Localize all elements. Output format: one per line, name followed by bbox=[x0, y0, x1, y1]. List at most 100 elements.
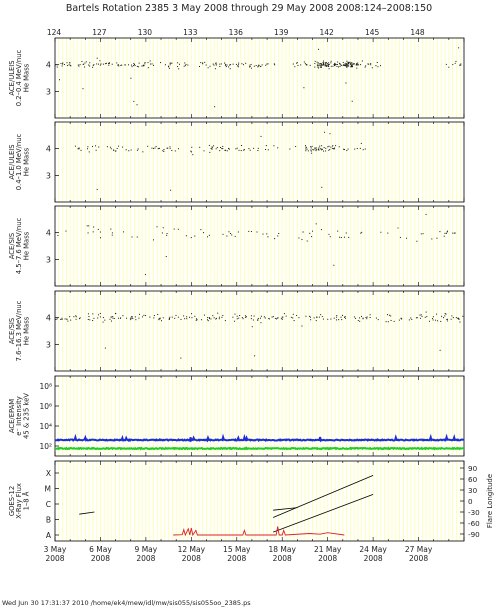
data-point bbox=[399, 236, 401, 238]
data-point bbox=[61, 318, 63, 320]
data-point bbox=[318, 147, 320, 149]
data-point bbox=[325, 150, 327, 152]
data-point bbox=[377, 66, 379, 68]
data-point bbox=[219, 150, 221, 152]
data-point bbox=[274, 64, 276, 66]
data-point bbox=[390, 315, 392, 317]
data-point bbox=[102, 63, 104, 65]
data-point bbox=[322, 60, 324, 62]
ylabel-line: He Mass bbox=[22, 231, 30, 260]
data-point bbox=[158, 318, 160, 320]
data-point bbox=[93, 64, 95, 66]
data-point bbox=[321, 149, 323, 151]
data-point bbox=[79, 317, 81, 319]
data-point bbox=[444, 313, 446, 315]
data-point bbox=[235, 148, 237, 150]
data-point bbox=[106, 146, 108, 148]
data-point bbox=[321, 63, 323, 65]
data-point bbox=[432, 316, 434, 318]
data-point bbox=[147, 62, 149, 64]
data-point bbox=[239, 315, 241, 317]
data-point bbox=[153, 317, 155, 319]
ylabel-line: e⁻ Intensity bbox=[15, 396, 23, 436]
data-point bbox=[208, 234, 210, 236]
ylabel-line: ACE/SIS bbox=[8, 233, 16, 260]
data-point bbox=[387, 232, 389, 234]
data-point bbox=[78, 318, 80, 320]
data-point bbox=[330, 318, 332, 320]
data-point bbox=[166, 234, 168, 236]
data-point bbox=[257, 147, 259, 149]
data-point bbox=[375, 65, 377, 67]
data-point bbox=[265, 148, 267, 150]
data-point bbox=[75, 318, 77, 320]
data-point bbox=[249, 66, 251, 68]
data-point bbox=[460, 64, 462, 66]
data-point bbox=[344, 316, 346, 318]
data-point bbox=[196, 319, 198, 321]
data-point bbox=[168, 317, 170, 319]
panel-grid bbox=[58, 291, 461, 371]
data-point bbox=[323, 63, 325, 65]
date-tick-day: 3 May bbox=[44, 545, 67, 554]
data-point bbox=[310, 147, 312, 149]
data-point bbox=[326, 63, 328, 65]
data-point bbox=[222, 233, 224, 235]
data-point bbox=[218, 316, 220, 318]
data-point bbox=[342, 62, 344, 64]
data-point bbox=[207, 236, 209, 238]
data-point bbox=[88, 225, 90, 227]
data-point bbox=[215, 317, 217, 319]
data-point bbox=[386, 314, 388, 316]
data-point bbox=[183, 65, 185, 67]
data-point bbox=[204, 314, 206, 316]
data-point bbox=[345, 65, 347, 67]
data-point bbox=[237, 231, 239, 233]
data-point bbox=[314, 66, 316, 68]
data-point bbox=[425, 213, 427, 215]
data-point bbox=[252, 319, 254, 321]
data-point bbox=[180, 318, 182, 320]
data-point bbox=[117, 317, 119, 319]
data-point bbox=[261, 64, 263, 66]
y-tick-label: 4 bbox=[46, 145, 51, 154]
data-point bbox=[459, 321, 461, 323]
panel-day-ticks bbox=[54, 122, 465, 202]
data-point bbox=[236, 315, 238, 317]
data-point bbox=[207, 320, 209, 322]
data-point bbox=[310, 149, 312, 151]
panel-frame bbox=[54, 37, 465, 119]
data-point bbox=[334, 65, 336, 67]
data-point bbox=[186, 318, 188, 320]
data-point bbox=[56, 318, 58, 320]
data-point bbox=[362, 149, 364, 151]
data-point bbox=[230, 64, 232, 66]
data-point bbox=[268, 317, 270, 319]
data-point bbox=[135, 319, 137, 321]
data-point bbox=[348, 65, 350, 67]
data-point bbox=[133, 63, 135, 65]
panel-grid bbox=[58, 122, 461, 202]
data-point bbox=[54, 65, 56, 67]
panel-grid bbox=[58, 206, 461, 286]
data-point bbox=[397, 227, 399, 229]
date-tick-day: 15 May bbox=[223, 545, 251, 554]
data-point bbox=[422, 233, 424, 235]
data-point bbox=[328, 68, 330, 70]
data-point bbox=[353, 63, 355, 65]
data-point bbox=[435, 319, 437, 321]
data-point bbox=[78, 148, 80, 150]
data-point bbox=[428, 320, 430, 322]
data-point bbox=[330, 146, 332, 148]
date-tick-day: 12 May bbox=[178, 545, 206, 554]
data-point bbox=[298, 237, 300, 239]
data-point bbox=[88, 64, 90, 66]
data-point bbox=[218, 318, 220, 320]
data-point bbox=[122, 146, 124, 148]
data-point bbox=[350, 64, 352, 66]
data-point bbox=[370, 64, 372, 66]
data-point bbox=[142, 65, 144, 67]
data-point bbox=[60, 318, 62, 320]
data-point bbox=[455, 317, 457, 319]
